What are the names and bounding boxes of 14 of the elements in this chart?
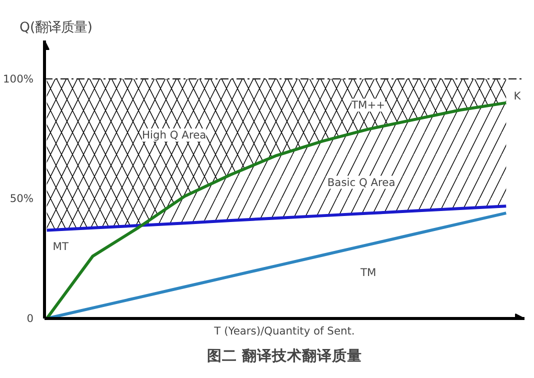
y-tick-label: 0 — [26, 312, 34, 325]
line-series — [45, 204, 508, 232]
y-tick-label: 50% — [10, 192, 34, 206]
series-label: MT — [52, 240, 69, 253]
annotation: High Q Area — [142, 128, 206, 142]
series-label: TM — [359, 266, 376, 280]
x-axis-title: T (Years)/Quantity of Sent. — [213, 324, 355, 338]
line-series — [45, 101, 508, 318]
annotation: Basic Q Area — [327, 176, 396, 189]
text: 图二 翻译技术翻译质量 — [206, 348, 362, 364]
y-tick-label: 100% — [3, 72, 34, 86]
y-axis-title: Q(翻译质量) — [20, 20, 92, 36]
annotation: K — [514, 90, 522, 103]
series-label: TM++ — [350, 98, 386, 112]
